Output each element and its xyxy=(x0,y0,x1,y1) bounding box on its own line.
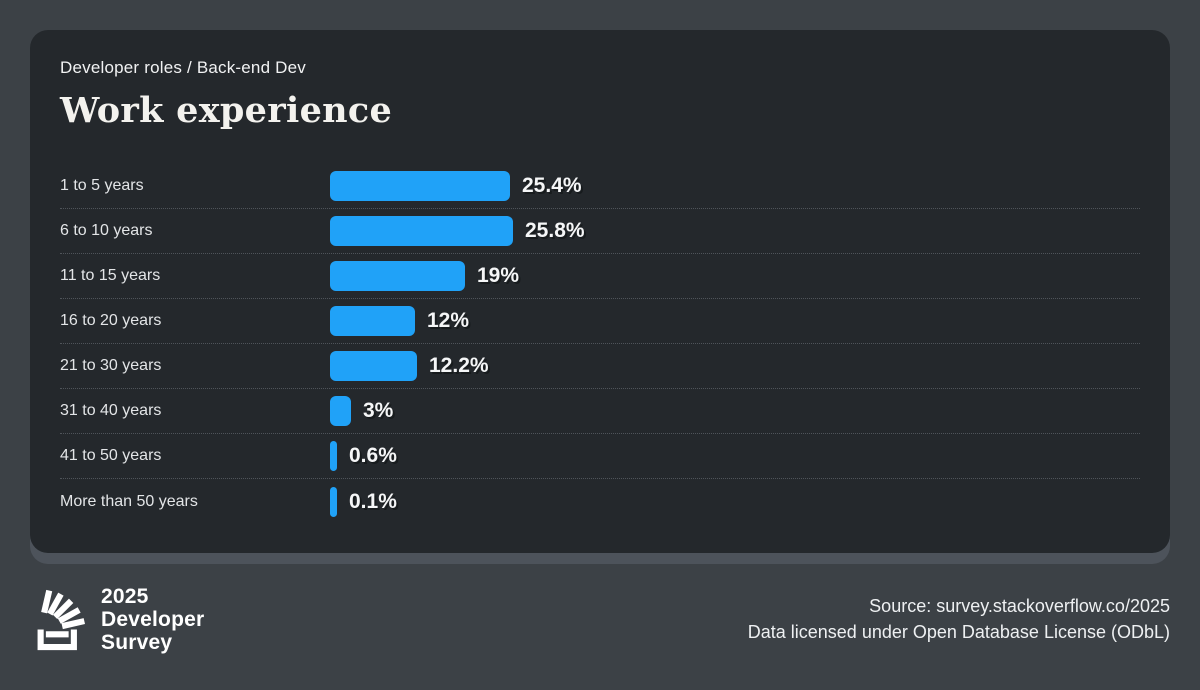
bar-value-label: 25.4% xyxy=(522,174,582,197)
page-title: Work experience xyxy=(60,90,393,131)
chart-card: Developer roles / Back-end Dev Work expe… xyxy=(30,30,1170,553)
bar-row: 31 to 40 years 3% xyxy=(60,389,1140,434)
survey-logo-text: 2025 Developer Survey xyxy=(101,585,204,654)
stackoverflow-logo-icon xyxy=(30,584,88,654)
footer: 2025 Developer Survey Source: survey.sta… xyxy=(30,584,1170,654)
bar-row: More than 50 years 0.1% xyxy=(60,479,1140,524)
bar-row: 16 to 20 years 12% xyxy=(60,299,1140,344)
bar-category-label: 31 to 40 years xyxy=(60,402,162,419)
bar-value-label: 3% xyxy=(363,399,394,422)
survey-logo: 2025 Developer Survey xyxy=(30,584,204,654)
bar-value-label: 25.8% xyxy=(525,219,585,242)
bar-row: 41 to 50 years 0.6% xyxy=(60,434,1140,479)
bar-category-label: 6 to 10 years xyxy=(60,222,153,239)
breadcrumb: Developer roles / Back-end Dev xyxy=(60,58,307,77)
license-text: Data licensed under Open Database Licens… xyxy=(747,622,1170,642)
bar-value-label: 12% xyxy=(427,309,470,332)
bar-category-label: More than 50 years xyxy=(60,492,198,510)
bar-row: 21 to 30 years 12.2% xyxy=(60,344,1140,389)
bar xyxy=(330,261,465,291)
bar-category-label: 1 to 5 years xyxy=(60,177,144,194)
bar-category-label: 16 to 20 years xyxy=(60,312,162,329)
source-text: Source: survey.stackoverflow.co/2025 xyxy=(869,596,1170,616)
bar xyxy=(330,396,351,426)
bar-row: 1 to 5 years 25.4% xyxy=(60,164,1140,209)
bar-value-label: 0.6% xyxy=(349,444,397,467)
bar xyxy=(330,351,417,381)
bar-chart: 1 to 5 years 25.4% 6 to 10 years 25.8% 11 to… xyxy=(60,164,1140,524)
bar-row: 11 to 15 years 19% xyxy=(60,254,1140,299)
bar-value-label: 0.1% xyxy=(349,489,397,513)
survey-logo-line3: Survey xyxy=(101,630,173,654)
bar xyxy=(330,486,337,517)
bar-value-label: 19% xyxy=(477,264,520,287)
bar xyxy=(330,306,415,336)
bar-category-label: 21 to 30 years xyxy=(60,357,162,374)
survey-logo-line2: Developer xyxy=(101,607,205,631)
bar-category-label: 41 to 50 years xyxy=(60,447,162,464)
source-info: Source: survey.stackoverflow.co/2025 Dat… xyxy=(748,593,1170,645)
bar xyxy=(330,216,513,246)
bar-value-label: 12.2% xyxy=(429,354,489,377)
bar xyxy=(330,171,510,201)
bar-row: 6 to 10 years 25.8% xyxy=(60,209,1140,254)
survey-logo-year: 2025 xyxy=(101,584,149,608)
bar xyxy=(330,441,337,471)
bar-category-label: 11 to 15 years xyxy=(60,267,161,284)
